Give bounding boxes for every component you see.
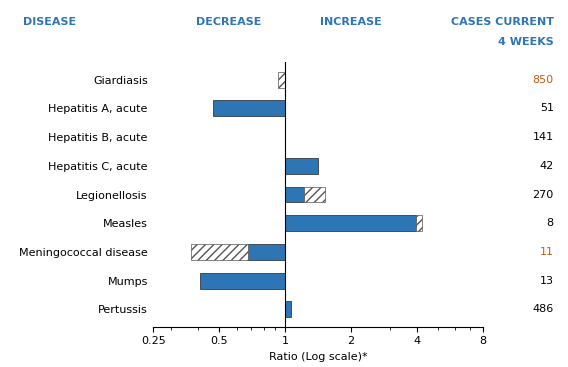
Bar <box>248 244 285 260</box>
Bar <box>285 158 319 174</box>
Bar <box>416 215 421 231</box>
Text: DISEASE: DISEASE <box>23 17 76 26</box>
Bar <box>201 273 285 288</box>
Text: 51: 51 <box>540 103 554 113</box>
X-axis label: Ratio (Log scale)*: Ratio (Log scale)* <box>269 352 367 362</box>
Text: 486: 486 <box>533 304 554 315</box>
Text: CASES CURRENT: CASES CURRENT <box>451 17 554 26</box>
Text: 850: 850 <box>533 75 554 85</box>
Text: 8: 8 <box>546 218 554 228</box>
Text: 270: 270 <box>533 189 554 200</box>
Text: DECREASE: DECREASE <box>195 17 261 26</box>
Text: 13: 13 <box>540 276 554 286</box>
Bar <box>304 186 325 203</box>
Text: 11: 11 <box>540 247 554 257</box>
Text: 4 WEEKS: 4 WEEKS <box>498 37 554 47</box>
Text: INCREASE: INCREASE <box>320 17 382 26</box>
Text: 141: 141 <box>533 132 554 142</box>
Bar <box>278 72 285 87</box>
Bar <box>285 215 416 231</box>
Bar <box>285 302 291 317</box>
Bar <box>191 244 248 260</box>
Bar <box>214 101 285 116</box>
Text: 42: 42 <box>540 161 554 171</box>
Bar <box>285 186 304 203</box>
